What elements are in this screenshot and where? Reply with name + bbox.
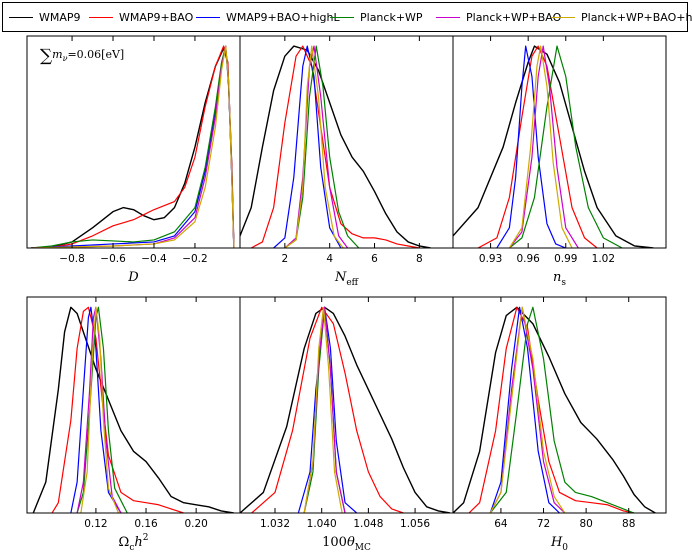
panel: 0.93 0.96 0.99 1.02 ns: [452, 35, 667, 288]
curves: [32, 306, 234, 513]
series-line: [80, 306, 120, 513]
plot-frame: [239, 296, 454, 514]
tick-label: 1.032: [260, 518, 290, 530]
series-line: [284, 45, 344, 248]
series-line: [240, 306, 451, 513]
axis-label: D: [127, 270, 139, 285]
series-line: [31, 45, 235, 248]
legend-item: Planck+WP: [330, 3, 423, 31]
tick-label: 6: [371, 253, 378, 265]
legend-swatch: [89, 16, 113, 18]
series-line: [303, 306, 343, 513]
series-line: [240, 45, 431, 248]
tick-label: 0.20: [184, 518, 207, 530]
legend-label: Planck+WP+BAO: [466, 10, 562, 24]
tick-label: 1.048: [353, 518, 383, 530]
tick-label: 2: [281, 253, 288, 265]
tick-label: 1.056: [400, 518, 430, 530]
legend-label: Planck+WP: [360, 10, 423, 24]
axis-label: 100θMC: [322, 535, 371, 553]
series-line: [31, 45, 235, 248]
tick-label: −0.2: [182, 253, 208, 265]
tick-label: 1.040: [307, 518, 337, 530]
panel: −0.8 −0.6 −0.4 −0.2 D: [26, 35, 241, 285]
tick-label: 72: [537, 518, 550, 530]
series-line: [509, 45, 623, 248]
series-line: [453, 306, 656, 513]
plot-frame: [452, 296, 667, 514]
axis-label: Ωch2: [119, 533, 149, 553]
curves: [31, 45, 235, 248]
series-line: [508, 45, 579, 248]
plot-frame: [452, 35, 667, 249]
legend-swatch: [330, 16, 354, 18]
curves: [453, 45, 654, 248]
series-line: [31, 45, 235, 248]
curves: [240, 45, 431, 248]
panel: 64 72 80 88 H0: [452, 296, 667, 553]
series-line: [468, 306, 635, 513]
series-line: [70, 306, 122, 513]
legend-item: WMAP9+BAO: [89, 3, 193, 31]
series-line: [496, 45, 566, 248]
series-line: [31, 45, 235, 248]
series-line: [32, 306, 234, 513]
series-line: [31, 45, 235, 248]
series-line: [489, 306, 566, 513]
axis-label: H0: [550, 535, 568, 553]
tick-label: 0.12: [84, 518, 107, 530]
tick-label: 80: [579, 518, 592, 530]
panel: 0.12 0.16 0.20 Ωch2: [26, 296, 241, 553]
tick-label: −0.6: [100, 253, 126, 265]
series-line: [489, 306, 635, 513]
series-line: [76, 306, 128, 513]
legend-swatch: [551, 16, 575, 18]
tick-label: 0.93: [479, 253, 502, 265]
legend-item: Planck+WP+BAO: [436, 3, 561, 31]
panel: 2 4 6 8 Neff: [239, 35, 454, 288]
plot-frame: [239, 35, 454, 249]
tick-label: 0.99: [554, 253, 577, 265]
series-line: [31, 47, 235, 248]
legend-item: Planck+WP+BAO+highL: [551, 3, 692, 31]
series-line: [453, 45, 654, 248]
panel: 1.032 1.040 1.048 1.056 100θMC: [239, 296, 454, 553]
plot-frame: [26, 296, 241, 514]
mass-annotation: ∑mν=0.06[eV]: [40, 46, 124, 66]
curves: [453, 306, 656, 513]
legend-label: WMAP9+BAO: [119, 10, 194, 24]
series-line: [273, 45, 342, 248]
legend: WMAP9 WMAP9+BAO WMAP9+BAO+highL Planck+WP Pl…: [2, 2, 692, 32]
series-line: [297, 306, 358, 513]
legend-item: WMAP9: [9, 3, 81, 31]
tick-label: 88: [622, 518, 635, 530]
series-line: [284, 45, 360, 248]
series-line: [51, 306, 184, 513]
tick-label: 4: [326, 253, 333, 265]
series-line: [251, 306, 404, 513]
curves: [240, 306, 451, 513]
series-line: [489, 306, 560, 513]
tick-label: 8: [416, 253, 423, 265]
tick-label: 64: [494, 518, 508, 530]
series-line: [489, 306, 566, 513]
axis-label: ns: [553, 270, 566, 288]
tick-label: −0.8: [59, 253, 85, 265]
legend-item: WMAP9+BAO+highL: [196, 3, 340, 31]
tick-label: 0.16: [134, 518, 158, 530]
legend-swatch: [196, 16, 220, 18]
plot-frame: [26, 35, 241, 249]
legend-swatch: [9, 16, 33, 18]
axis-label: Neff: [334, 270, 359, 288]
tick-label: 0.96: [516, 253, 540, 265]
legend-swatch: [436, 16, 460, 18]
legend-label: WMAP9+BAO+highL: [226, 10, 340, 24]
legend-label: Planck+WP+BAO+highL: [581, 10, 692, 24]
series-line: [508, 45, 573, 248]
tick-label: 1.02: [592, 253, 615, 265]
series-line: [477, 45, 598, 248]
legend-label: WMAP9: [39, 10, 81, 24]
tick-label: −0.4: [141, 253, 167, 265]
